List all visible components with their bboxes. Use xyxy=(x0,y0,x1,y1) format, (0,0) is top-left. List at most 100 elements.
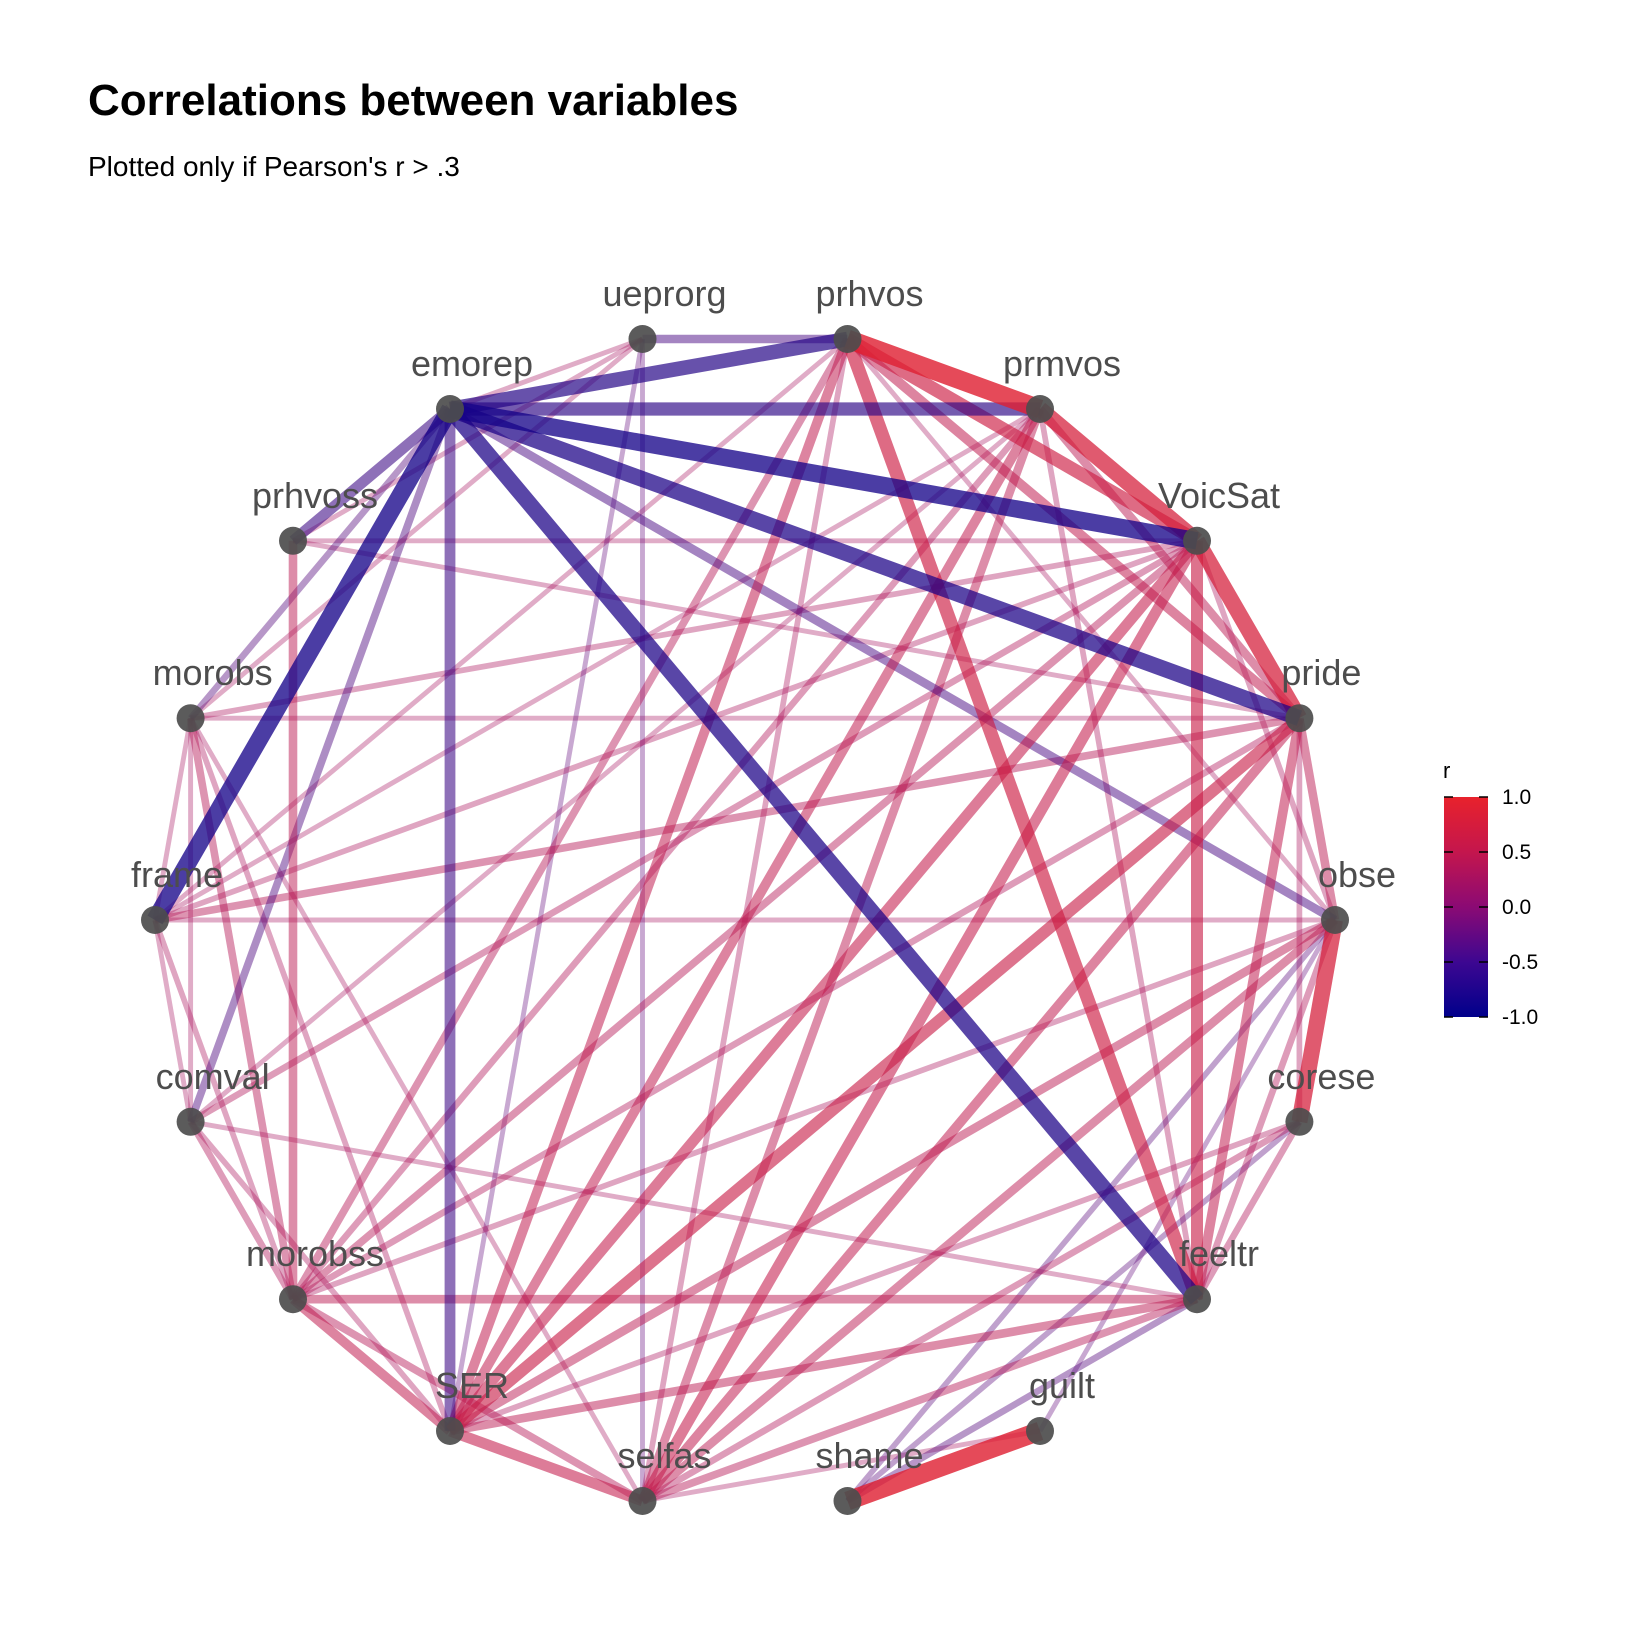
node-label-corese: corese xyxy=(1267,1056,1375,1097)
edge-feeltr-comval xyxy=(190,1119,1198,1302)
legend-tick-label: 0.0 xyxy=(1502,896,1531,919)
node-label-morobss: morobss xyxy=(246,1233,384,1274)
node-prmvos xyxy=(1026,395,1054,423)
edge-obse-feeltr xyxy=(1193,918,1339,1301)
edge-SER-comval xyxy=(188,1119,453,1433)
node-label-prmvos: prmvos xyxy=(1003,343,1121,384)
edge-VoicSat-emorep xyxy=(448,400,1199,550)
legend-tick-label: -1.0 xyxy=(1502,1006,1538,1029)
edge-prhvos-morobss xyxy=(289,337,851,1302)
node-ueprorg xyxy=(628,325,657,353)
node-prhvoss xyxy=(279,526,307,555)
node-morobs xyxy=(176,704,205,733)
node-label-prhvoss: prhvoss xyxy=(252,475,378,516)
node-label-guilt: guilt xyxy=(1029,1365,1095,1406)
edge-feeltr-emorep xyxy=(443,403,1204,1305)
edge-VoicSat-obse xyxy=(1194,539,1338,921)
edge-comval-emorep xyxy=(187,407,454,1124)
edge-prhvos-pride xyxy=(844,335,1303,722)
edge-prhvos-frame xyxy=(153,337,850,922)
label-layer: prhvos prmvos VoicSat pride obse corese feeltr… xyxy=(131,273,1396,1476)
node-label-emorep: emorep xyxy=(411,343,533,384)
edge-obse-guilt xyxy=(1037,918,1338,1433)
edge-selfas-morobs xyxy=(188,716,645,1503)
edge-corese-shame xyxy=(845,1119,1302,1504)
node-pride xyxy=(1285,704,1314,733)
edge-feeltr-SER xyxy=(449,1294,1198,1436)
node-guilt xyxy=(1026,1417,1054,1445)
edge-prmvos-feeltr xyxy=(1037,408,1200,1300)
edge-pride-morobss xyxy=(291,715,1302,1303)
edge-obse-shame xyxy=(845,918,1338,1503)
edge-prmvos-pride xyxy=(1036,406,1303,721)
node-label-comval: comval xyxy=(156,1056,270,1097)
edge-pride-prhvoss xyxy=(292,538,1300,721)
node-label-shame: shame xyxy=(815,1435,923,1476)
node-obse xyxy=(1321,906,1349,934)
edge-guilt-selfas xyxy=(642,1428,1041,1504)
edge-VoicSat-comval xyxy=(188,537,1199,1125)
edge-SER-ueprorg xyxy=(447,338,645,1432)
edge-selfas-SER xyxy=(448,1425,645,1507)
edge-SER-morobss xyxy=(289,1295,454,1435)
edge-corese-selfas xyxy=(640,1118,1302,1504)
edge-prhvoss-emorep xyxy=(289,404,454,545)
edge-VoicSat-SER xyxy=(445,537,1202,1435)
edge-prmvos-VoicSat xyxy=(1034,402,1203,547)
legend-ticks: 1.0 0.5 0.0 -0.5 -1.0 xyxy=(1444,786,1538,1029)
edge-prhvos-emorep xyxy=(448,331,849,417)
edge-prhvos-VoicSat xyxy=(844,333,1201,547)
node-corese xyxy=(1285,1107,1314,1136)
edge-guilt-shame xyxy=(844,1422,1044,1510)
node-label-VoicSat: VoicSat xyxy=(1158,475,1280,516)
edge-frame-morobs xyxy=(152,717,194,921)
chart-title: Correlations between variables xyxy=(88,76,738,125)
edge-morobss-comval xyxy=(187,1120,296,1301)
edge-comval-frame xyxy=(152,919,194,1123)
node-feeltr xyxy=(1183,1285,1211,1314)
node-frame xyxy=(141,906,169,934)
node-layer xyxy=(141,325,1349,1515)
edge-pride-feeltr xyxy=(1192,717,1305,1301)
node-label-SER: SER xyxy=(435,1365,509,1406)
color-legend: r 1.0 0.5 0.0 -0.5 -1.0 xyxy=(1443,758,1538,1029)
legend-tick-label: -0.5 xyxy=(1502,951,1538,974)
edge-obse-morobss xyxy=(292,917,1336,1302)
edge-prmvos-morobss xyxy=(290,406,1043,1302)
node-comval xyxy=(176,1107,205,1136)
edge-SER-morobs xyxy=(187,717,453,1432)
edge-VoicSat-frame xyxy=(154,538,1198,923)
edge-corese-feeltr xyxy=(1194,1120,1303,1301)
legend-tick-label: 1.0 xyxy=(1502,786,1531,809)
edge-pride-SER xyxy=(446,713,1304,1436)
edge-obse-selfas xyxy=(639,916,1338,1505)
node-label-frame: frame xyxy=(131,854,223,895)
node-morobss xyxy=(279,1285,307,1314)
edge-morobs-emorep xyxy=(188,406,453,721)
node-prhvos xyxy=(833,325,862,353)
node-SER xyxy=(436,1417,464,1445)
edge-layer xyxy=(147,330,1343,1510)
node-VoicSat xyxy=(1183,526,1211,555)
edge-prmvos-selfas xyxy=(638,407,1045,1503)
node-selfas xyxy=(628,1487,657,1515)
node-emorep xyxy=(436,395,464,423)
edge-prhvos-SER xyxy=(445,337,853,1433)
edge-obse-corese xyxy=(1291,918,1343,1124)
legend-tick-label: 0.5 xyxy=(1502,841,1531,864)
edge-pride-obse xyxy=(1295,717,1340,921)
edge-prmvos-comval xyxy=(189,407,1042,1124)
edge-morobss-frame xyxy=(152,919,296,1301)
edge-prhvos-prmvos xyxy=(844,330,1044,418)
node-label-obse: obse xyxy=(1318,854,1396,895)
edge-obse-SER xyxy=(447,916,1338,1435)
node-label-feeltr: feeltr xyxy=(1179,1233,1259,1274)
edge-prhvos-feeltr xyxy=(841,336,1204,1302)
node-label-morobs: morobs xyxy=(153,652,273,693)
edge-feeltr-shame xyxy=(845,1296,1199,1504)
edge-feeltr-selfas xyxy=(641,1295,1199,1505)
chart-subtitle: Plotted only if Pearson's r > .3 xyxy=(88,151,460,182)
edge-pride-frame xyxy=(154,714,1301,924)
node-label-selfas: selfas xyxy=(617,1435,711,1476)
